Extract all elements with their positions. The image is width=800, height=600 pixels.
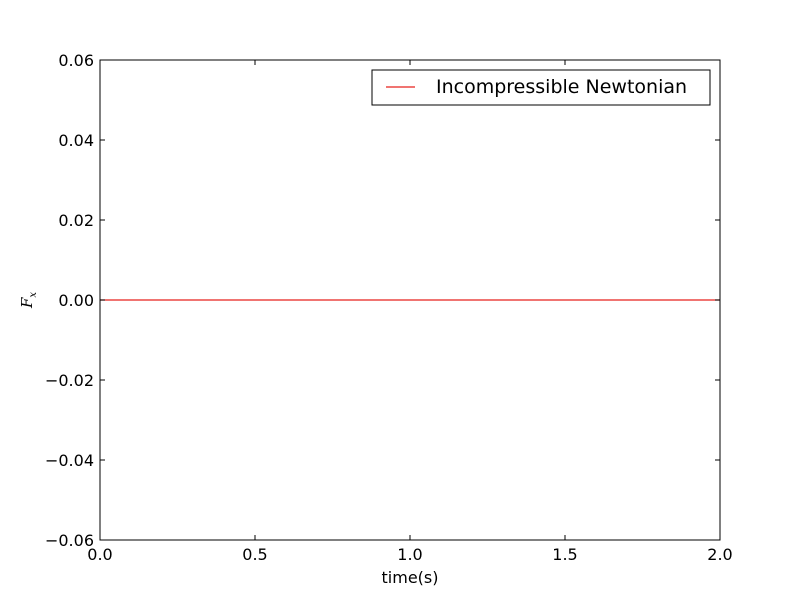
- legend: Incompressible Newtonian: [371, 69, 711, 106]
- y-axis-label: Fx: [18, 292, 39, 309]
- y-axis-label-subscript: x: [28, 292, 39, 298]
- y-tick-label: −0.02: [45, 371, 94, 390]
- x-tick-label: 2.0: [707, 545, 732, 564]
- y-tick-label: −0.04: [45, 451, 94, 470]
- x-tick-label: 0.0: [87, 545, 112, 564]
- x-ticks: 0.0 0.5 1.0 1.5 2.0: [87, 60, 733, 564]
- y-tick-label: 0.02: [58, 211, 94, 230]
- y-tick-label: 0.04: [58, 131, 94, 150]
- y-tick-label: −0.06: [45, 531, 94, 550]
- x-axis-label: time(s): [382, 568, 439, 587]
- legend-box: [371, 69, 711, 106]
- x-tick-label: 1.0: [397, 545, 422, 564]
- y-tick-label: 0.00: [58, 291, 94, 310]
- y-ticks: −0.06 −0.04 −0.02 0.00 0.02 0.04 0.06: [45, 51, 720, 550]
- x-tick-label: 1.5: [552, 545, 577, 564]
- x-tick-label: 0.5: [242, 545, 267, 564]
- y-axis-label-main: F: [18, 297, 36, 309]
- y-tick-label: 0.06: [58, 51, 94, 70]
- legend-label-incompressible-newtonian: Incompressible Newtonian: [436, 76, 687, 98]
